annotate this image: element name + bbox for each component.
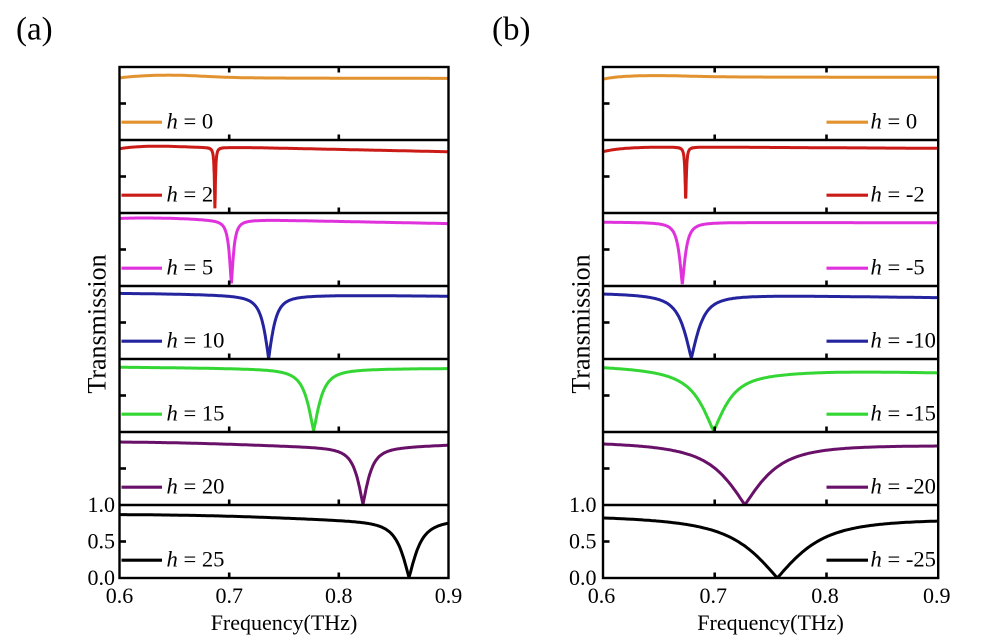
svg-text:h = 15: h = 15 (167, 400, 225, 425)
svg-text:Frequency(THz): Frequency(THz) (697, 610, 844, 635)
svg-text:h = -10: h = -10 (871, 327, 936, 352)
svg-text:0.7: 0.7 (215, 583, 243, 608)
svg-text:0.7: 0.7 (699, 583, 727, 608)
svg-text:Frequency(THz): Frequency(THz) (211, 610, 358, 635)
svg-text:(b): (b) (492, 12, 530, 48)
svg-text:0.8: 0.8 (325, 583, 353, 608)
svg-text:1.0: 1.0 (569, 492, 597, 517)
svg-text:h = -15: h = -15 (871, 400, 936, 425)
svg-text:(a): (a) (16, 12, 53, 48)
svg-text:0.5: 0.5 (569, 529, 597, 554)
svg-text:h = -5: h = -5 (871, 254, 925, 279)
svg-text:h = 25: h = 25 (167, 546, 225, 571)
svg-text:h = 5: h = 5 (167, 254, 214, 279)
svg-text:0.6: 0.6 (588, 583, 616, 608)
svg-text:0.9: 0.9 (435, 583, 463, 608)
svg-text:h = 20: h = 20 (167, 473, 225, 498)
svg-text:h = -20: h = -20 (871, 473, 936, 498)
svg-text:h = 0: h = 0 (167, 108, 214, 133)
svg-text:0.5: 0.5 (88, 529, 116, 554)
svg-text:Transmission: Transmission (567, 254, 596, 393)
svg-text:0.9: 0.9 (923, 583, 951, 608)
svg-text:0.6: 0.6 (106, 583, 134, 608)
svg-text:h = -2: h = -2 (871, 181, 925, 206)
svg-text:h = 10: h = 10 (167, 327, 225, 352)
svg-text:0.0: 0.0 (88, 565, 116, 590)
svg-text:Transmission: Transmission (83, 254, 112, 393)
svg-text:h = -25: h = -25 (871, 546, 936, 571)
svg-text:1.0: 1.0 (88, 492, 116, 517)
svg-text:0.0: 0.0 (569, 565, 597, 590)
svg-text:h = 2: h = 2 (167, 181, 214, 206)
svg-text:0.8: 0.8 (811, 583, 839, 608)
svg-text:h = 0: h = 0 (871, 108, 918, 133)
